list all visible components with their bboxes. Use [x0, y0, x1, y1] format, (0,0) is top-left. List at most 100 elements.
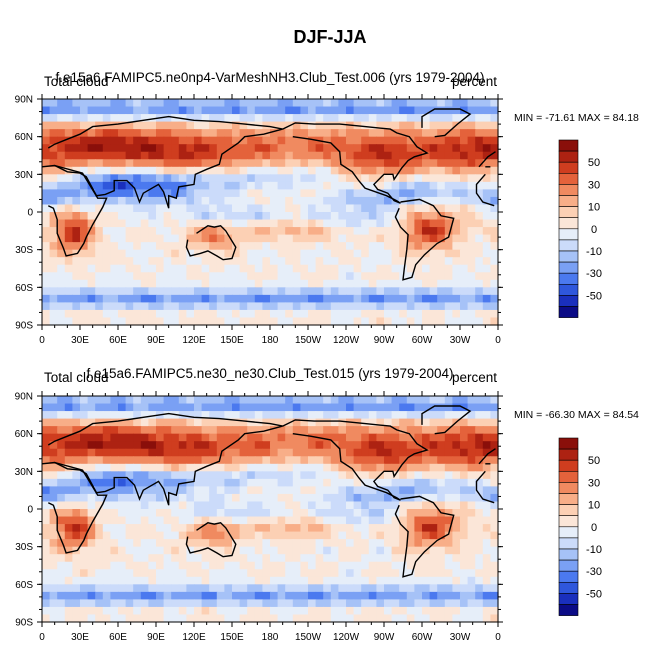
heatmap-cell: [338, 509, 347, 518]
heatmap-cell: [422, 561, 431, 570]
heatmap-cell: [330, 99, 339, 108]
heatmap-cell: [437, 174, 446, 183]
heatmap-cell: [422, 114, 431, 123]
y-tick-label: 60S: [15, 580, 33, 591]
heatmap-cell: [171, 287, 180, 296]
heatmap-cell: [368, 591, 377, 600]
heatmap-cell: [247, 136, 256, 145]
heatmap-cell: [148, 614, 157, 623]
heatmap-cell: [308, 614, 317, 623]
heatmap-cell: [368, 249, 377, 258]
heatmap-cell: [156, 317, 165, 326]
heatmap-cell: [338, 264, 347, 273]
heatmap-cell: [102, 614, 111, 623]
colorbar-box: [558, 493, 579, 505]
heatmap-cell: [148, 584, 157, 593]
heatmap-cell: [460, 493, 469, 503]
heatmap-cell: [232, 166, 241, 175]
heatmap-cell: [460, 501, 469, 510]
heatmap-cell: [338, 396, 347, 405]
heatmap-cell: [110, 531, 119, 540]
heatmap-cell: [125, 396, 134, 405]
heatmap-cell: [452, 242, 461, 251]
heatmap-cell: [140, 121, 149, 130]
heatmap-cell: [460, 99, 469, 108]
heatmap-cell: [95, 433, 104, 442]
heatmap-cell: [140, 448, 149, 457]
heatmap-cell: [247, 584, 256, 593]
heatmap-cell: [353, 576, 362, 585]
heatmap-cell: [102, 272, 111, 281]
heatmap-cell: [148, 302, 157, 311]
heatmap-cell: [270, 396, 279, 405]
heatmap-cell: [475, 546, 484, 555]
heatmap-cell: [140, 264, 149, 273]
heatmap-cell: [270, 136, 279, 145]
heatmap-cell: [194, 478, 203, 487]
heatmap-cell: [209, 196, 218, 206]
heatmap-cell: [270, 174, 279, 183]
heatmap-cell: [95, 614, 104, 623]
heatmap-cell: [368, 576, 377, 585]
heatmap-cell: [247, 121, 256, 130]
heatmap-cell: [285, 234, 294, 243]
heatmap-cell: [300, 403, 309, 412]
heatmap-cell: [437, 181, 446, 190]
heatmap-cell: [201, 478, 210, 487]
heatmap-cell: [292, 166, 301, 175]
heatmap-cell: [391, 227, 400, 236]
heatmap-cell: [437, 576, 446, 585]
heatmap-cell: [338, 546, 347, 555]
heatmap-cell: [376, 114, 385, 123]
heatmap-cell: [308, 456, 317, 465]
heatmap-cell: [163, 196, 172, 206]
heatmap-cell: [133, 317, 142, 326]
heatmap-cell: [444, 196, 453, 206]
heatmap-cell: [467, 561, 476, 570]
heatmap-cell: [87, 136, 96, 145]
heatmap-cell: [460, 584, 469, 593]
heatmap-cell: [178, 441, 187, 450]
heatmap-cell: [148, 219, 157, 228]
heatmap-cell: [315, 539, 324, 548]
heatmap-cell: [110, 426, 119, 435]
heatmap-cell: [490, 159, 499, 168]
heatmap-cell: [224, 151, 233, 160]
heatmap-cell: [482, 212, 491, 221]
heatmap-cell: [194, 418, 203, 427]
heatmap-cell: [422, 309, 431, 319]
heatmap-cell: [224, 516, 233, 525]
heatmap-cell: [133, 144, 142, 153]
heatmap-cell: [224, 181, 233, 190]
heatmap-cell: [156, 561, 165, 570]
heatmap-cell: [467, 539, 476, 548]
heatmap-cell: [353, 509, 362, 518]
heatmap-cell: [323, 99, 332, 108]
heatmap-cell: [368, 509, 377, 518]
heatmap-cell: [482, 493, 491, 503]
heatmap-cell: [80, 576, 89, 585]
heatmap-cell: [133, 242, 142, 251]
heatmap-cell: [156, 227, 165, 236]
heatmap-cell: [42, 212, 51, 221]
heatmap-cell: [156, 204, 165, 213]
heatmap-cell: [437, 114, 446, 123]
heatmap-cell: [72, 317, 81, 326]
heatmap-cell: [353, 501, 362, 510]
heatmap-cell: [232, 129, 241, 138]
heatmap-cell: [346, 411, 355, 420]
heatmap-cell: [315, 166, 324, 175]
heatmap-cell: [102, 136, 111, 145]
heatmap-cell: [376, 99, 385, 108]
heatmap-cell: [64, 509, 73, 518]
heatmap-cell: [42, 509, 51, 518]
heatmap-cell: [118, 463, 127, 472]
heatmap-cell: [414, 614, 423, 623]
heatmap-cell: [87, 411, 96, 420]
heatmap-cell: [178, 546, 187, 555]
heatmap-cell: [406, 287, 415, 296]
colorbar-label: 10: [588, 500, 600, 512]
heatmap-cell: [399, 509, 408, 518]
heatmap-cell: [209, 279, 218, 288]
heatmap-cell: [87, 576, 96, 585]
